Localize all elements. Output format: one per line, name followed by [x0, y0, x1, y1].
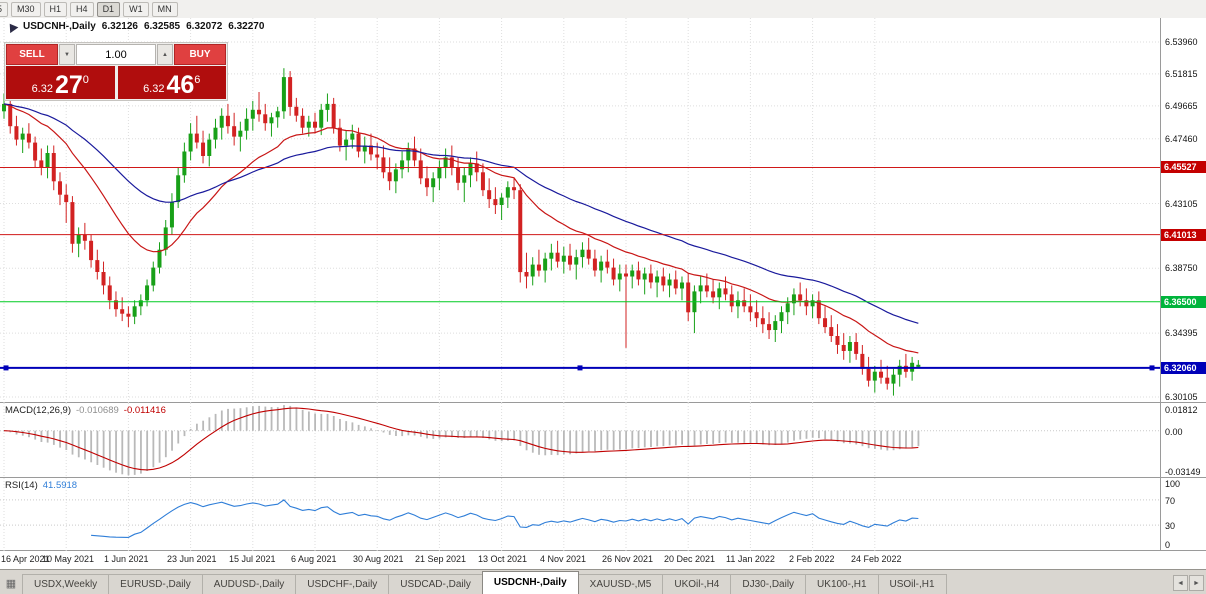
tab-usdcad-daily[interactable]: USDCAD-,Daily [388, 574, 483, 594]
tab-uk100-h1[interactable]: UK100-,H1 [805, 574, 879, 594]
chart-close-value: 6.32270 [228, 21, 265, 32]
rsi-value: 41.5918 [42, 480, 78, 491]
macd-indicator-panel: 0.01812 0.00 -0.03149 MACD(12,26,9) -0.010… [0, 403, 1206, 478]
tab-xauusd-m5[interactable]: XAUUSD-,M5 [577, 574, 664, 594]
price-tick-label: 6.43105 [1165, 199, 1198, 209]
timeframe-button-W1[interactable]: W1 [123, 1, 149, 17]
macd-name: MACD(12,26,9) [5, 405, 71, 416]
tab-scroll-controls: ◄ ► [1173, 575, 1204, 591]
price-level-badge: 6.41013 [1161, 229, 1206, 241]
price-tick-label: 6.34395 [1165, 328, 1198, 338]
tab-eurusd-daily[interactable]: EURUSD-,Daily [108, 574, 203, 594]
tab-usdx-weekly[interactable]: USDX,Weekly [22, 574, 110, 594]
date-label: 2 Feb 2022 [789, 554, 835, 564]
rsi-header: RSI(14) 41.5918 [5, 480, 77, 491]
timeframe-toolbar: 5M30H1H4D1W1MN [0, 0, 1206, 19]
rsi-name: RSI(14) [5, 480, 38, 491]
date-label: 26 Nov 2021 [602, 554, 654, 564]
tab-scroll-left-button[interactable]: ◄ [1173, 575, 1188, 591]
macd-signal-value: -0.011416 [123, 405, 166, 416]
price-tick-label: 6.53960 [1165, 37, 1198, 47]
rsi-axis-label: 100 [1165, 479, 1181, 489]
rsi-axis-label: 30 [1165, 521, 1176, 531]
timeframe-button-H1[interactable]: H1 [43, 1, 68, 17]
time-axis[interactable]: 16 Apr 2021 10 May 2021 1 Jun 2021 23 Jun 2… [0, 551, 1206, 569]
date-label: 13 Oct 2021 [478, 554, 528, 564]
date-label: 24 Feb 2022 [851, 554, 902, 564]
buy-price-display[interactable]: 6.32 46 6 [117, 66, 226, 99]
tab-scroll-right-button[interactable]: ► [1189, 575, 1204, 591]
price-level-badge: 6.45527 [1161, 161, 1206, 173]
candlestick-chart[interactable] [0, 18, 1160, 403]
price-tick-label: 6.30105 [1165, 392, 1198, 402]
macd-axis-label: 0.01812 [1165, 405, 1198, 415]
chart-marker-icon [5, 20, 19, 33]
date-label: 21 Sep 2021 [415, 554, 467, 564]
tab-usdchf-daily[interactable]: USDCHF-,Daily [295, 574, 390, 594]
tab-ukoil-h4[interactable]: UKOil-,H4 [662, 574, 732, 594]
chart-symbol-label: USDCNH-,Daily [23, 21, 96, 32]
price-level-badge: 6.36500 [1161, 296, 1206, 308]
date-label: 15 Jul 2021 [229, 554, 276, 564]
chart-ohlc-header: USDCNH-,Daily 6.32126 6.32585 6.32072 6.… [5, 20, 265, 33]
volume-decrease-button[interactable]: ▼ [59, 44, 75, 65]
buy-price-prefix: 6.32 [143, 83, 165, 95]
tab-usoil-h1[interactable]: USOil-,H1 [877, 574, 947, 594]
volume-input[interactable] [76, 44, 156, 65]
tab-audusd-daily[interactable]: AUDUSD-,Daily [201, 574, 297, 594]
date-label: 30 Aug 2021 [353, 554, 404, 564]
buy-price-pips: 46 [166, 71, 195, 99]
rsi-axis-label: 70 [1165, 496, 1176, 506]
macd-chart[interactable] [0, 403, 1160, 478]
rsi-indicator-panel: 100 70 30 0 RSI(14) 41.5918 [0, 478, 1206, 551]
chevron-up-icon: ▲ [162, 51, 168, 58]
rsi-axis[interactable]: 100 70 30 0 [1160, 478, 1206, 550]
price-tick-label: 6.38750 [1165, 263, 1198, 273]
timeframe-button-D1[interactable]: D1 [96, 1, 121, 17]
timeframe-button-5[interactable]: 5 [0, 1, 9, 17]
tab-usdcnh-daily[interactable]: USDCNH-,Daily [481, 571, 579, 594]
price-tick-label: 6.51815 [1165, 69, 1198, 79]
rsi-chart[interactable] [0, 478, 1160, 551]
sell-price-prefix: 6.32 [31, 83, 53, 95]
date-label: 11 Jan 2022 [726, 554, 775, 564]
rsi-axis-label: 0 [1165, 540, 1171, 550]
date-label: 20 Dec 2021 [664, 554, 716, 564]
sell-price-pips: 27 [54, 71, 83, 99]
macd-main-value: -0.010689 [76, 405, 119, 416]
chart-list-icon[interactable]: ▦ [5, 578, 17, 590]
buy-price-point: 6 [194, 74, 201, 86]
chevron-down-icon: ▼ [64, 51, 70, 58]
chart-low-value: 6.32072 [186, 21, 223, 32]
date-label: 1 Jun 2021 [104, 554, 149, 564]
sell-price-point: 0 [82, 74, 89, 86]
price-tick-label: 6.49665 [1165, 101, 1198, 111]
date-label: 10 May 2021 [42, 554, 95, 564]
timeframe-button-MN[interactable]: MN [151, 1, 178, 17]
date-label: 16 Apr 2021 [1, 554, 50, 564]
price-level-badge: 6.32060 [1161, 362, 1206, 374]
sell-button[interactable]: SELL [6, 44, 58, 65]
tab-dj30-daily[interactable]: DJ30-,Daily [730, 574, 807, 594]
timeframe-button-M30[interactable]: M30 [11, 1, 41, 17]
macd-header: MACD(12,26,9) -0.010689 -0.011416 [5, 405, 166, 416]
macd-axis[interactable]: 0.01812 0.00 -0.03149 [1160, 403, 1206, 477]
chart-high-value: 6.32585 [143, 21, 181, 32]
sell-price-display[interactable]: 6.32 27 0 [6, 66, 115, 99]
chart-open-value: 6.32126 [101, 21, 138, 32]
main-chart-panel: 6.53960 6.51815 6.49665 6.47460 6.43105 6.387… [0, 18, 1206, 403]
date-label: 4 Nov 2021 [540, 554, 587, 564]
macd-axis-label: 0.00 [1165, 427, 1183, 437]
buy-button[interactable]: BUY [174, 44, 226, 65]
macd-axis-label: -0.03149 [1165, 467, 1201, 477]
chart-tab-bar: ▦ USDX,Weekly EURUSD-,Daily AUDUSD-,Daily US… [0, 569, 1206, 594]
date-label: 23 Jun 2021 [167, 554, 217, 564]
timeframe-button-H4[interactable]: H4 [70, 1, 94, 17]
date-label: 6 Aug 2021 [291, 554, 337, 564]
price-axis[interactable]: 6.53960 6.51815 6.49665 6.47460 6.43105 6.387… [1160, 18, 1206, 402]
volume-increase-button[interactable]: ▲ [157, 44, 173, 65]
price-tick-label: 6.47460 [1165, 134, 1198, 144]
